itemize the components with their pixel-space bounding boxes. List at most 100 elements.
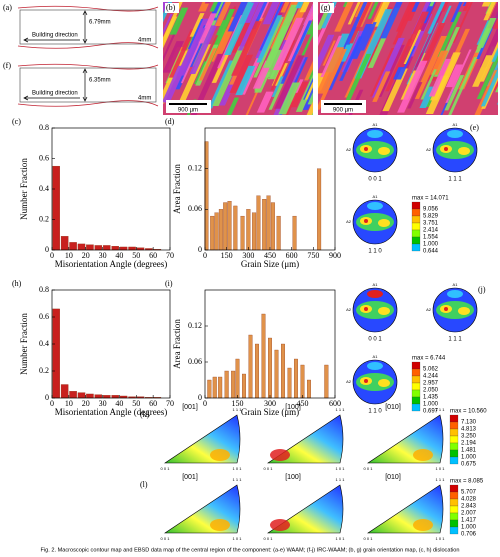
direction-label: [001] bbox=[182, 474, 198, 481]
y-tick-label: 0 bbox=[198, 245, 202, 254]
y-tick-label: 0.8 bbox=[39, 123, 49, 132]
legend-value: 1.481 bbox=[461, 448, 477, 454]
x-tick-label: 0 bbox=[203, 399, 207, 408]
y-tick-label: 0.6 bbox=[39, 153, 49, 162]
legend-value: 1.000 bbox=[423, 242, 439, 248]
contour-box bbox=[19, 67, 157, 103]
grain bbox=[452, 2, 473, 43]
grain bbox=[198, 2, 210, 12]
grain bbox=[224, 2, 255, 56]
legend-value: 9.056 bbox=[423, 207, 439, 213]
pole-spot bbox=[364, 219, 368, 223]
corner-label: 0 0 1 bbox=[264, 466, 274, 471]
bar bbox=[246, 209, 251, 251]
bar bbox=[60, 236, 69, 251]
panel-label: (i) bbox=[165, 279, 173, 288]
bar bbox=[227, 201, 232, 251]
legend-swatch bbox=[449, 526, 459, 535]
legend-swatch bbox=[449, 456, 459, 465]
ipf-region bbox=[270, 519, 290, 531]
plane-label: 1 1 1 bbox=[448, 177, 462, 183]
grain bbox=[229, 54, 254, 93]
legend-swatch bbox=[411, 215, 421, 224]
legend-swatch bbox=[449, 421, 459, 430]
legend-swatch bbox=[411, 368, 421, 377]
ipf-region bbox=[270, 449, 290, 461]
legend-swatch bbox=[411, 375, 421, 384]
grain bbox=[318, 73, 325, 87]
axis-a1: A1 bbox=[373, 194, 379, 199]
grain bbox=[430, 50, 449, 75]
bar bbox=[276, 215, 281, 251]
x-tick-label: 20 bbox=[82, 399, 90, 408]
grain bbox=[235, 65, 256, 96]
direction-label: [010] bbox=[385, 404, 401, 411]
bar bbox=[268, 337, 272, 399]
legend-value: 2.957 bbox=[423, 381, 439, 387]
legend-swatch bbox=[449, 505, 459, 514]
pole-region bbox=[367, 362, 383, 370]
bar bbox=[307, 379, 311, 399]
pole-region bbox=[447, 130, 463, 138]
grain bbox=[124, 0, 145, 3]
grain bbox=[448, 57, 478, 115]
grain bbox=[372, 2, 390, 27]
x-tick-label: 30 bbox=[99, 399, 107, 408]
grain bbox=[339, 36, 363, 81]
grain bbox=[472, 55, 493, 87]
corner-label: 0 0 1 bbox=[161, 466, 171, 471]
pole-region bbox=[447, 290, 463, 298]
legend-value: 1.000 bbox=[423, 402, 439, 408]
y-tick-label: 0 bbox=[45, 393, 49, 402]
bar bbox=[210, 215, 215, 251]
grain bbox=[271, 76, 284, 97]
bar bbox=[119, 246, 128, 251]
bar bbox=[292, 215, 297, 251]
contour-outer bbox=[17, 63, 159, 107]
legend-swatch bbox=[449, 498, 459, 507]
grain bbox=[445, 64, 463, 88]
x-tick-label: 20 bbox=[82, 251, 90, 260]
plot-frame bbox=[51, 127, 171, 251]
bar bbox=[69, 242, 77, 251]
grain bbox=[450, 2, 463, 23]
grain bbox=[347, 2, 361, 25]
y-axis-label: Number Fraction bbox=[19, 313, 29, 375]
x-tick-label: 0 bbox=[50, 399, 54, 408]
bar bbox=[235, 358, 240, 399]
pole-region bbox=[367, 130, 383, 138]
grain bbox=[208, 60, 234, 109]
bar bbox=[218, 209, 223, 251]
corner-label: 1 1 1 bbox=[436, 477, 446, 482]
x-tick-label: 70 bbox=[166, 251, 174, 260]
axis-a1: A1 bbox=[453, 282, 459, 287]
bar bbox=[255, 343, 259, 399]
bar bbox=[212, 376, 217, 399]
grain bbox=[322, 40, 336, 66]
grain bbox=[318, 5, 337, 47]
legend-value: 3.250 bbox=[461, 434, 477, 440]
bar bbox=[261, 313, 266, 399]
grain bbox=[403, 29, 422, 65]
bar bbox=[262, 199, 267, 251]
grain bbox=[272, 17, 304, 71]
axis-a2: A2 bbox=[346, 147, 352, 152]
plane-label: 1 1 0 bbox=[368, 409, 382, 415]
bar bbox=[86, 393, 94, 399]
grain bbox=[180, 39, 203, 84]
x-tick-label: 600 bbox=[329, 399, 341, 408]
bar bbox=[52, 308, 60, 399]
y-tick-label: 0.8 bbox=[39, 285, 49, 294]
grain bbox=[251, 2, 259, 3]
corner-label: 1 0 1 bbox=[336, 466, 346, 471]
x-tick-label: 150 bbox=[232, 399, 244, 408]
x-tick-label: 150 bbox=[221, 251, 233, 260]
grain bbox=[256, 15, 283, 63]
legend-value: 5.707 bbox=[461, 490, 477, 496]
legend-swatch bbox=[449, 484, 459, 493]
ipf-region bbox=[413, 449, 433, 461]
grain bbox=[491, 47, 498, 62]
legend-value: 2.050 bbox=[423, 388, 439, 394]
corner-label: 1 0 1 bbox=[436, 536, 446, 541]
grain bbox=[187, 19, 204, 49]
